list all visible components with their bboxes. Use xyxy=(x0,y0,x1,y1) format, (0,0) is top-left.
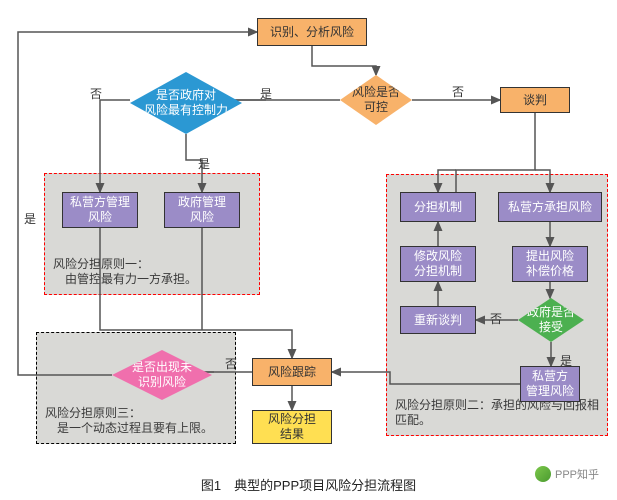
group-principle-3: 风险分担原则三： 是一个动态过程且要有上限。 xyxy=(36,332,236,444)
edge-label-accept_yes: 是 xyxy=(560,352,572,369)
watermark-text: PPP知乎 xyxy=(555,466,599,482)
node-share_mech: 分担机制 xyxy=(400,192,476,222)
edge-label-accept_no: 否 xyxy=(490,310,502,327)
wechat-icon xyxy=(535,466,551,482)
edge-0 xyxy=(312,46,376,75)
watermark: PPP知乎 xyxy=(535,466,599,482)
edge-label-unseen_yes: 是 xyxy=(24,210,36,227)
node-comp_price: 提出风险 补偿价格 xyxy=(512,246,588,282)
node-priv_bear: 私营方承担风险 xyxy=(498,192,602,222)
edge-label-ctrl_yes: 是 xyxy=(260,85,272,102)
node-priv_mgmt2: 私营方 管理风险 xyxy=(520,366,580,402)
edge-label-gov_yes: 是 xyxy=(198,155,210,172)
node-mod_mech: 修改风险 分担机制 xyxy=(400,246,476,282)
edge-label-unseen_no: 否 xyxy=(225,355,237,372)
node-renego: 重新谈判 xyxy=(400,306,476,334)
group-caption: 风险分担原则二：承担的风险与回报相匹配。 xyxy=(395,398,599,429)
node-nego: 谈判 xyxy=(500,87,570,113)
node-gov_mgmt: 政府管理 风险 xyxy=(164,192,240,228)
node-track: 风险跟踪 xyxy=(252,358,332,386)
edge-label-ctrl_no: 否 xyxy=(452,83,464,100)
edge-label-gov_no: 否 xyxy=(90,85,102,102)
node-start: 识别、分析风险 xyxy=(257,18,367,46)
group-caption: 风险分担原则三： 是一个动态过程且要有上限。 xyxy=(45,406,227,437)
group-caption: 风险分担原则一： 由管控最有力一方承担。 xyxy=(53,257,251,288)
node-gov: 是否政府对 风险最有控制力 xyxy=(130,72,242,134)
node-priv_mgmt: 私营方管理 风险 xyxy=(62,192,138,228)
node-result: 风险分担 结果 xyxy=(252,410,332,444)
node-ctrl: 风险是否 可控 xyxy=(340,75,412,125)
figure-caption: 图1 典型的PPP项目风险分担流程图 xyxy=(0,475,617,494)
